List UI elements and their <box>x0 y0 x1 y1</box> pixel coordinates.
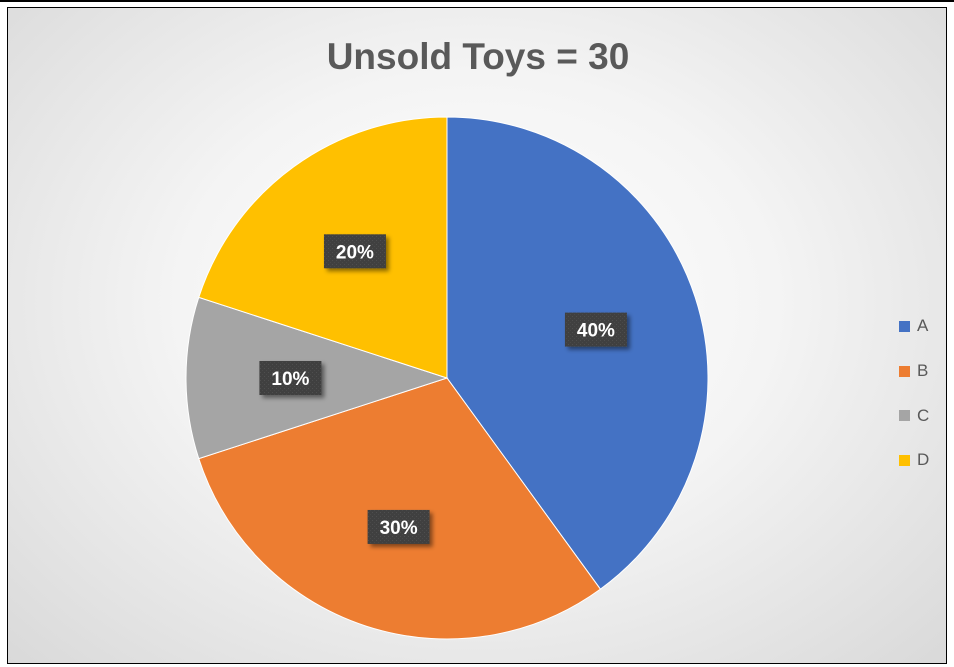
legend-swatch-c <box>899 410 910 422</box>
legend-swatch-a <box>899 320 910 332</box>
data-label-d: 20% <box>323 234 386 269</box>
legend-label-a: A <box>917 316 929 336</box>
legend-item-d: D <box>899 438 929 483</box>
data-label-text: 20% <box>336 242 374 263</box>
legend-item-a: A <box>899 304 929 349</box>
data-label-text: 40% <box>577 321 615 342</box>
legend-swatch-b <box>899 365 910 377</box>
top-border-line <box>0 0 954 2</box>
pie-plot: 40% 30% 10% 20% <box>185 116 709 640</box>
data-label-box <box>323 234 386 269</box>
pie-slice-a <box>446 116 709 590</box>
pie-slice-d <box>198 116 448 379</box>
legend-label-b: B <box>917 361 929 381</box>
data-label-b: 30% <box>367 509 430 544</box>
legend-label-c: C <box>917 405 930 425</box>
data-label-box <box>367 509 430 544</box>
data-label-c: 10% <box>259 361 322 395</box>
legend-label-d: D <box>917 450 930 470</box>
legend-item-b: B <box>899 349 929 394</box>
chart-area: Unsold Toys = 30 40% 30% 10% 20% A B C <box>7 7 947 664</box>
pie-slice-b <box>198 377 602 640</box>
legend-swatch-d <box>899 454 910 466</box>
chart-title: Unsold Toys = 30 <box>326 36 630 77</box>
data-label-text: 10% <box>271 369 309 390</box>
legend-item-c: C <box>899 393 929 438</box>
data-label-box <box>259 361 322 395</box>
data-label-text: 30% <box>380 518 418 539</box>
legend: A B C D <box>899 304 929 483</box>
data-label-a: 40% <box>564 312 627 347</box>
data-label-box <box>564 312 627 347</box>
